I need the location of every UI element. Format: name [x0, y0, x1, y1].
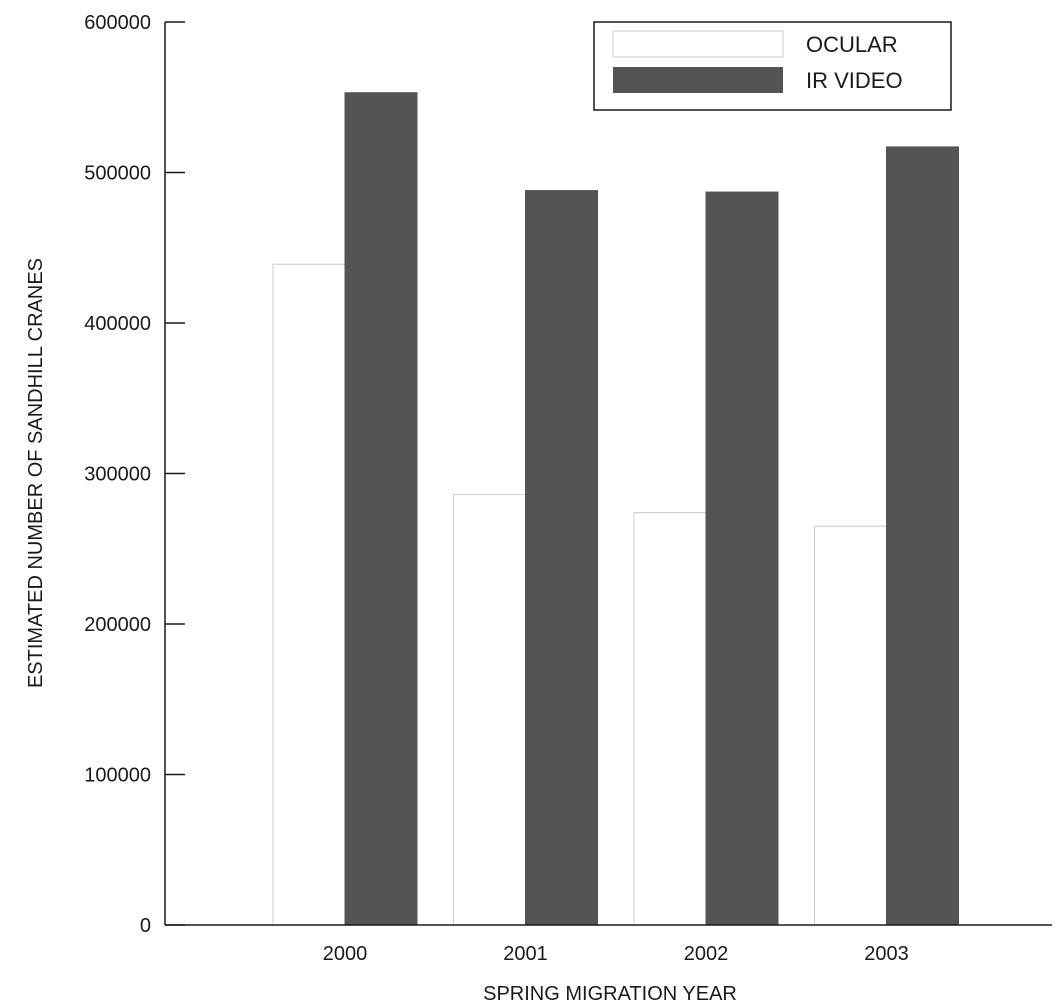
bar-ocular-2002	[633, 512, 707, 926]
bar-ocular-2003	[814, 525, 887, 926]
y-tick-label: 300000	[84, 464, 151, 486]
x-tick-label: 2003	[864, 943, 909, 965]
bars-layer	[272, 92, 959, 926]
y-tick-label: 100000	[84, 765, 151, 787]
bar-ocular-2000	[272, 263, 346, 926]
bar-ir-video-2002	[705, 191, 779, 926]
y-tick-label: 400000	[84, 313, 151, 335]
legend: OCULAR IR VIDEO	[593, 21, 952, 111]
y-tick-label: 600000	[84, 12, 151, 34]
bar-ir-video-2003	[886, 146, 959, 926]
legend-label-ocular: OCULAR	[806, 32, 898, 57]
x-tick-label: 2002	[684, 943, 729, 965]
y-tick-label: 200000	[84, 614, 151, 636]
x-axis-title: SPRING MIGRATION YEAR	[483, 983, 737, 1005]
y-tick-label: 0	[140, 915, 151, 937]
bar-ir-video-2000	[344, 92, 418, 926]
bar-ocular-2001	[453, 494, 526, 926]
legend-swatch-ir-video	[613, 67, 783, 93]
x-ticks: 2000 2001 2002 2003	[323, 943, 909, 965]
x-tick-label: 2000	[323, 943, 368, 965]
y-axis-title: ESTIMATED NUMBER OF SANDHILL CRANES	[25, 258, 47, 688]
y-ticks: 0 100000 200000 300000 400000 500000 600000	[84, 12, 185, 937]
legend-swatch-ocular	[612, 30, 784, 58]
y-tick-label: 500000	[84, 163, 151, 185]
legend-label-ir-video: IR VIDEO	[806, 68, 903, 93]
x-tick-label: 2001	[503, 943, 548, 965]
bar-ir-video-2001	[525, 190, 598, 926]
